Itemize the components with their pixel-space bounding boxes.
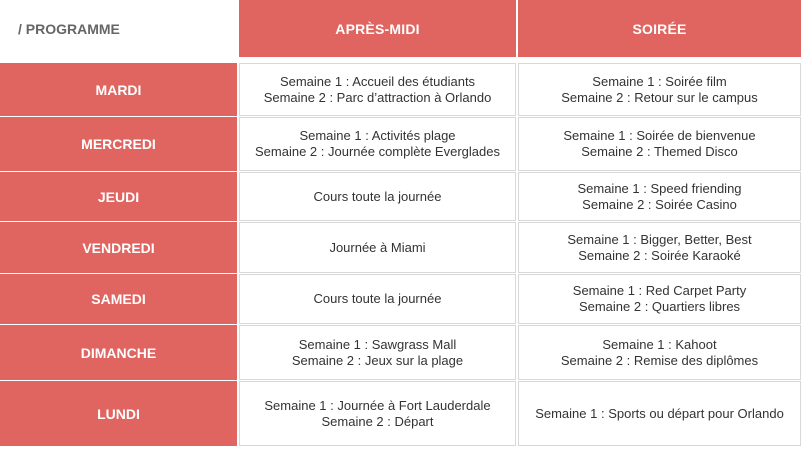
afternoon-activities-cell: Semaine 1 : Accueil des étudiants Semaine… (239, 63, 516, 116)
afternoon-activities-cell: Cours toute la journée (239, 172, 516, 221)
evening-activities-cell: Semaine 1 : Speed friending Semaine 2 : S… (518, 172, 801, 221)
activity-line: Semaine 2 : Quartiers libres (578, 299, 741, 314)
afternoon-activities-cell: Journée à Miami (239, 222, 516, 273)
activity-line: Semaine 1 : Kahoot (602, 336, 717, 352)
afternoon-activities-cell: Semaine 1 : Journée à Fort Lauderdale Sem… (239, 381, 516, 446)
activity-line: Journée à Miami (329, 239, 426, 255)
activity-line: Semaine 2 : Départ (321, 413, 434, 429)
activity-line: Semaine 1 : Journée à Fort Lauderdale (264, 397, 491, 413)
day-label-vendredi: VENDREDI (0, 222, 237, 273)
afternoon-activities-cell: Semaine 1 : Activités plage Semaine 2 : J… (239, 117, 516, 171)
activity-line: Semaine 1 : Sawgrass Mall (298, 336, 457, 352)
evening-activities-cell: Semaine 1 : Kahoot Semaine 2 : Remise des… (518, 325, 801, 380)
activity-line: Semaine 2 : Soirée Karaoké (578, 247, 741, 263)
column-header-afternoon: APRÈS-MIDI (239, 0, 516, 57)
evening-activities-cell: Semaine 1 : Bigger, Better, Best Semaine … (518, 222, 801, 273)
day-label-samedi: SAMEDI (0, 274, 237, 324)
afternoon-activities-cell: Cours toute la journée (239, 274, 516, 324)
day-label-mercredi: MERCREDI (0, 117, 237, 171)
activity-line: Semaine 2 : Retour sur le campus (561, 89, 758, 105)
programme-label: / PROGRAMME (18, 20, 120, 37)
header-divider (0, 58, 801, 62)
evening-activities-cell: Semaine 1 : Soirée de bienvenue Semaine 2… (518, 117, 801, 171)
activity-line: Semaine 2 : Jeux sur la plage (291, 352, 464, 368)
activity-line: Semaine 2 : Parc d’attraction à Orlando (263, 89, 492, 105)
activity-line: Semaine 1 : Soirée de bienvenue (563, 128, 756, 143)
day-label-jeudi: JEUDI (0, 172, 237, 221)
day-label-dimanche: DIMANCHE (0, 325, 237, 380)
activity-line: Semaine 1 : Sports ou départ pour Orland… (535, 405, 784, 421)
evening-activities-cell: Semaine 1 : Soirée film Semaine 2 : Retou… (518, 63, 801, 116)
activity-line: Semaine 2 : Remise des diplômes (560, 352, 759, 368)
activity-line: Semaine 1 : Activités plage (299, 128, 456, 143)
activity-line: Semaine 1 : Accueil des étudiants (279, 73, 476, 89)
day-label-mardi: MARDI (0, 63, 237, 116)
activity-line: Semaine 1 : Bigger, Better, Best (567, 231, 752, 247)
day-label-lundi: LUNDI (0, 381, 237, 446)
activity-line: Semaine 2 : Journée complète Everglades (255, 144, 500, 159)
activity-line: Semaine 1 : Red Carpet Party (572, 283, 747, 298)
activity-line: Semaine 2 : Soirée Casino (582, 196, 737, 212)
activity-line: Semaine 1 : Soirée film (592, 73, 727, 89)
activity-line: Cours toute la journée (313, 291, 442, 306)
column-header-evening: SOIRÉE (518, 0, 801, 57)
evening-activities-cell: Semaine 1 : Sports ou départ pour Orland… (518, 381, 801, 446)
afternoon-activities-cell: Semaine 1 : Sawgrass Mall Semaine 2 : Jeu… (239, 325, 516, 380)
activity-line: Semaine 1 : Speed friending (577, 180, 742, 196)
activity-line: Cours toute la journée (313, 188, 442, 204)
activity-line: Semaine 2 : Themed Disco (581, 144, 738, 159)
evening-activities-cell: Semaine 1 : Red Carpet Party Semaine 2 : … (518, 274, 801, 324)
